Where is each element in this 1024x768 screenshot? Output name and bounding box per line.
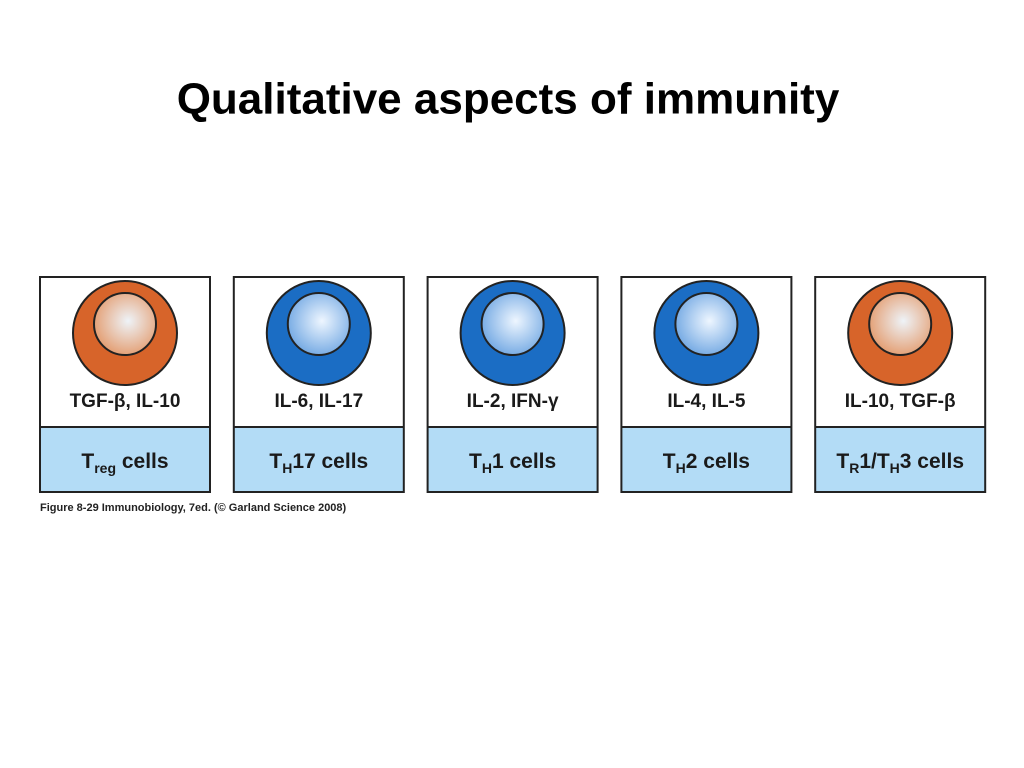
cytokines: IL-4, IL-5 — [667, 391, 746, 412]
cell-type: TH2 cells — [663, 450, 750, 476]
label-band — [233, 427, 404, 492]
label-part: T — [469, 450, 482, 473]
subscript: H — [890, 460, 900, 476]
label-band — [427, 427, 598, 492]
cell-box — [814, 276, 987, 493]
label-part: 3 cells — [900, 450, 964, 473]
cytokines: TGF-β, IL-10 — [70, 391, 181, 412]
label-part: T — [81, 450, 94, 473]
subscript: H — [676, 460, 686, 476]
cell-nucleus — [674, 292, 739, 356]
label-band — [621, 427, 792, 492]
label-part: 17 cells — [292, 450, 368, 473]
label-part: T — [663, 450, 676, 473]
label-part: T — [836, 450, 849, 473]
label-band — [40, 427, 210, 492]
cell-nucleus — [286, 292, 351, 356]
label-part: cells — [116, 450, 169, 473]
subscript: H — [482, 460, 492, 476]
subscript: R — [849, 460, 859, 476]
cell-nucleus — [868, 292, 933, 356]
cytokines: IL-2, IFN-γ — [467, 391, 559, 412]
cell-box — [232, 276, 405, 493]
cell-box — [39, 276, 211, 493]
cell-box — [426, 276, 599, 493]
cell-type: TH1 cells — [469, 450, 556, 476]
figure-caption: Figure 8-29 Immunobiology, 7ed. (© Garla… — [40, 502, 347, 514]
label-part: T — [269, 450, 282, 473]
cell-type: TH17 cells — [269, 450, 368, 476]
cytokines: IL-10, TGF-β — [845, 391, 956, 412]
label-part: 2 cells — [686, 450, 750, 473]
cytokines: IL-6, IL-17 — [274, 391, 363, 412]
label-part: 1/T — [859, 450, 890, 473]
label-part: 1 cells — [492, 450, 556, 473]
cell-box — [620, 276, 793, 493]
slide-title: Qualitative aspects of immunity — [177, 75, 840, 124]
cell-nucleus — [480, 292, 545, 356]
cell-type: TR1/TH3 cells — [836, 450, 964, 476]
cell-nucleus — [93, 292, 157, 356]
subscript: reg — [94, 460, 116, 476]
label-band — [815, 427, 986, 492]
subscript: H — [282, 460, 292, 476]
cell-type: Treg cells — [81, 450, 168, 476]
